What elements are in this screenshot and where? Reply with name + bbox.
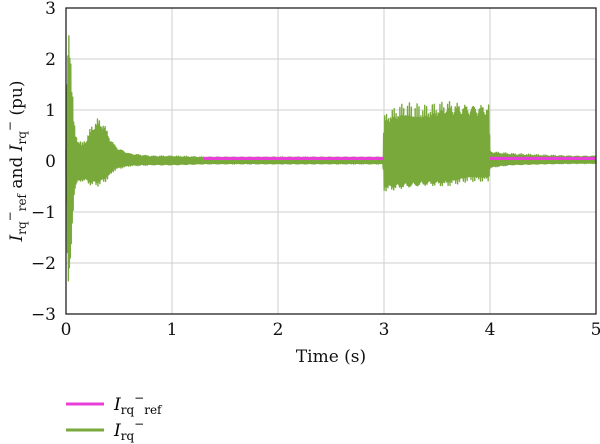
y-tick-label-1: −2 <box>31 254 56 274</box>
y-label-sup2: − <box>3 121 17 131</box>
y-tick-label-0: −3 <box>31 305 56 325</box>
legend-irq-sup: − <box>134 417 144 431</box>
y-label-sub1: rq <box>15 221 29 235</box>
y-label-i2: I <box>7 144 27 152</box>
legend-irq-sub: rq <box>121 429 135 443</box>
x-axis-label: Time (s) <box>296 347 366 367</box>
y-tick-label-5: 2 <box>45 50 56 70</box>
x-tick-label-0: 0 <box>61 320 72 340</box>
legend-ref-sup: − <box>134 391 144 405</box>
legend-ref-i: I <box>113 395 121 415</box>
y-label-i1: I <box>7 234 27 242</box>
y-label-sub2: rq <box>15 131 29 145</box>
y-tick-label-6: 3 <box>45 0 56 19</box>
x-tick-label-4: 4 <box>485 320 496 340</box>
x-tick-label-1: 1 <box>167 320 178 340</box>
legend-label-irq: Irq− <box>113 417 144 443</box>
y-tick-label-3: 0 <box>45 152 56 172</box>
y-tick-label-2: −1 <box>31 203 56 223</box>
series-irq-line <box>65 35 597 282</box>
legend-ref-sub: rq <box>121 403 135 417</box>
plot-area <box>65 35 597 282</box>
y-axis-label: Irq−ref and Irq− (pu) <box>3 81 29 243</box>
legend-irq-i: I <box>113 421 121 441</box>
legend: Irq−ref Irq− <box>66 391 163 443</box>
x-tick-label-3: 3 <box>379 320 390 340</box>
y-tick-label-4: 1 <box>45 101 56 121</box>
y-label-sup1: − <box>3 211 17 221</box>
legend-ref-subb: ref <box>144 403 163 417</box>
x-tick-label-2: 2 <box>273 320 284 340</box>
y-label-sub1b: ref <box>15 192 29 211</box>
plot-frame <box>65 7 597 315</box>
x-tick-label-5: 5 <box>591 320 600 340</box>
tick-labels: 0 1 2 3 4 5 −3 −2 −1 0 1 2 3 <box>31 0 600 340</box>
y-label-and: and <box>7 151 27 194</box>
y-label-unit: (pu) <box>7 81 27 122</box>
legend-label-irq-ref: Irq−ref <box>113 391 163 417</box>
